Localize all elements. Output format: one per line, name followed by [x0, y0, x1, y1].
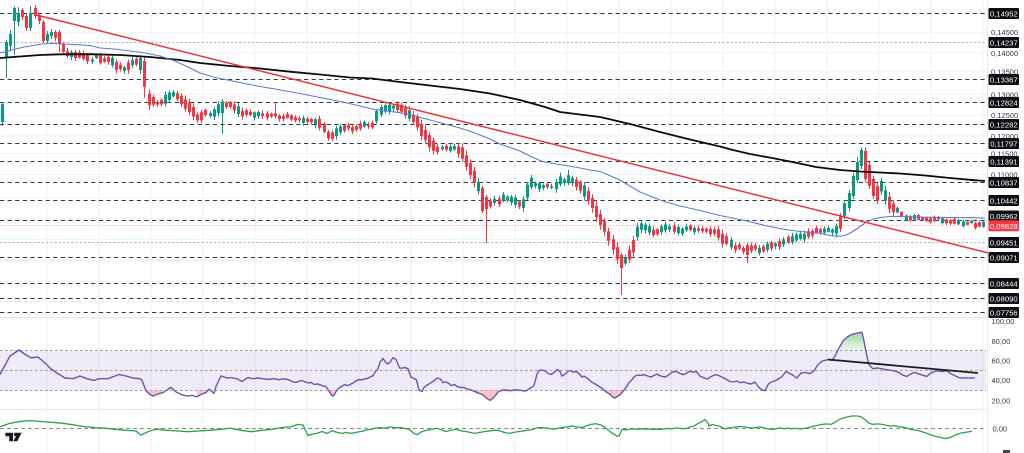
svg-text:0,12500: 0,12500 [991, 111, 1018, 120]
svg-text:0,10442: 0,10442 [990, 197, 1018, 206]
svg-text:0,00: 0,00 [993, 425, 1008, 434]
svg-text:0,14000: 0,14000 [991, 49, 1018, 58]
svg-text:0,12282: 0,12282 [990, 121, 1018, 130]
svg-text:80,00: 80,00 [992, 337, 1011, 346]
svg-text:60,00: 60,00 [992, 356, 1011, 365]
svg-text:0,09828: 0,09828 [990, 222, 1018, 231]
svg-text:20,00: 20,00 [992, 397, 1011, 406]
svg-text:0,14500: 0,14500 [991, 28, 1018, 37]
svg-text:0,11391: 0,11391 [990, 158, 1017, 167]
svg-text:0,09071: 0,09071 [990, 254, 1018, 263]
svg-text:0,08444: 0,08444 [990, 280, 1019, 289]
svg-text:0,14952: 0,14952 [990, 10, 1018, 19]
svg-text:40,00: 40,00 [992, 376, 1011, 385]
svg-text:0,10837: 0,10837 [990, 179, 1018, 188]
svg-text:0,09962: 0,09962 [990, 212, 1018, 221]
svg-text:0,12824: 0,12824 [990, 99, 1019, 108]
svg-text:0,13367: 0,13367 [990, 76, 1018, 85]
svg-text:0,12000: 0,12000 [991, 132, 1018, 141]
svg-text:100,00: 100,00 [992, 317, 1015, 326]
svg-text:0,11000: 0,11000 [991, 171, 1018, 180]
svg-text:0,14237: 0,14237 [990, 39, 1018, 48]
svg-text:0,08090: 0,08090 [990, 295, 1018, 304]
svg-text:0,11500: 0,11500 [991, 150, 1018, 159]
svg-text:0,09451: 0,09451 [990, 239, 1018, 248]
svg-text:0,13000: 0,13000 [991, 90, 1018, 99]
svg-text:0,13500: 0,13500 [991, 67, 1018, 76]
svg-text:0,11797: 0,11797 [990, 140, 1017, 149]
svg-text:0,07756: 0,07756 [990, 309, 1018, 318]
